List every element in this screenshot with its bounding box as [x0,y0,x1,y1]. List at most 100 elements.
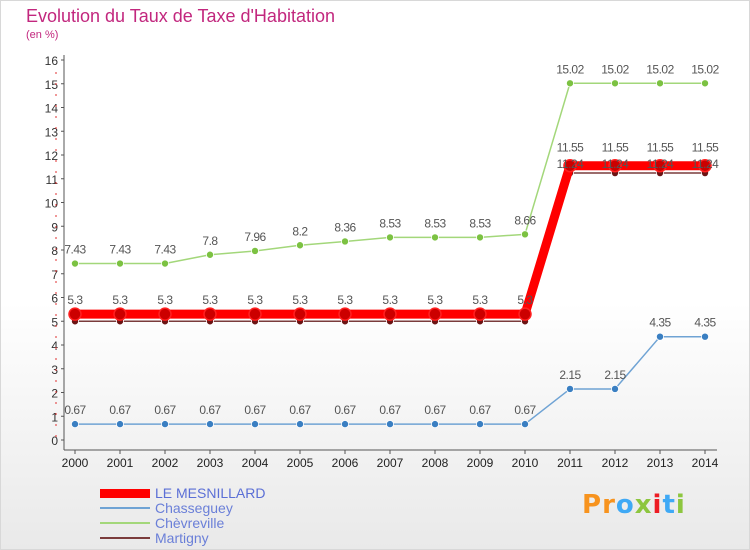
data-label: 11.24 [692,157,719,171]
data-label: 7.43 [109,243,131,257]
data-point [160,259,169,268]
data-point [205,250,214,259]
x-tick-label: 2014 [692,456,719,470]
data-label: 0.67 [424,403,446,417]
data-label: 5.3 [202,293,218,307]
logo-letter: o [615,490,635,520]
proxiti-logo: Proxiti [582,490,686,520]
data-label: 15.02 [646,62,674,76]
data-point [430,420,439,429]
data-point [473,307,487,321]
y-tick-label: 1 [51,410,58,424]
data-point [71,259,80,268]
data-point [521,230,530,239]
data-label: 5.3 [382,293,398,307]
data-point [383,307,397,321]
legend-swatch [100,488,150,498]
data-point [521,420,530,429]
data-label: 15.02 [601,62,629,76]
x-tick-label: 2009 [467,456,494,470]
data-point [698,158,712,173]
data-point [428,307,442,321]
data-point [205,420,214,429]
data-label: 5.3 [472,293,488,307]
data-label: 0.67 [199,403,221,417]
y-tick-label: 2 [51,387,58,401]
data-label: 4.35 [694,316,716,330]
data-label: 11.24 [602,157,629,171]
data-point [248,307,262,321]
x-tick-label: 2002 [152,456,179,470]
y-tick-label: 6 [51,292,58,306]
data-point [338,307,352,321]
logo-letter: i [675,490,686,520]
x-tick-label: 2000 [62,456,89,470]
x-tick-label: 2007 [377,456,404,470]
legend-item: Chèvreville [100,515,360,531]
legend-label: LE MESNILLARD [155,485,266,501]
data-point [340,420,349,429]
y-tick-label: 12 [45,149,59,163]
data-label: 8.53 [469,216,491,230]
data-point [701,332,710,341]
data-point [203,307,217,321]
data-point [158,307,172,321]
logo-letter: r [602,490,616,520]
data-point [68,307,82,321]
data-point [295,241,304,250]
data-label: 5.3 [517,293,533,307]
data-label: 7.43 [154,243,176,257]
data-point [611,384,620,393]
x-tick-label: 2008 [422,456,449,470]
data-label: 4.35 [649,316,671,330]
data-point [611,79,620,88]
x-tick-label: 2011 [557,456,583,470]
data-point [475,420,484,429]
data-point [250,420,259,429]
y-tick-label: 16 [45,54,59,68]
data-point [518,307,532,321]
data-label: 15.02 [556,62,584,76]
data-point [71,420,80,429]
logo-letter: t [662,490,676,520]
data-point [566,384,575,393]
legend-swatch [100,537,150,539]
data-point [608,158,622,173]
legend-label: Martigny [155,530,209,546]
data-label: 7.96 [244,230,266,244]
data-label: 0.67 [469,403,491,417]
data-label: 5.3 [337,293,353,307]
data-point [385,420,394,429]
x-tick-label: 2004 [242,456,269,470]
logo-letter: x [634,490,653,520]
data-point [160,420,169,429]
data-label: 11.24 [557,157,584,171]
y-tick-label: 13 [45,125,59,139]
data-label: 5.3 [67,293,83,307]
data-label: 5.3 [247,293,263,307]
data-point [656,79,665,88]
data-point [295,420,304,429]
data-label: 11.55 [647,141,674,155]
data-point [563,158,577,173]
data-label: 0.67 [334,403,356,417]
data-point [430,233,439,242]
x-tick-label: 2012 [602,456,629,470]
x-tick-label: 2003 [197,456,224,470]
chart-title: Evolution du Taux de Taxe d'Habitation [26,6,335,26]
chart-unit-label: (en %) [26,29,59,41]
data-point [113,307,127,321]
data-label: 0.67 [514,403,536,417]
legend-item: Chasseguey [100,500,360,516]
data-label: 11.24 [647,157,674,171]
data-point [385,233,394,242]
data-point [116,259,125,268]
legend-item: Martigny [100,530,360,546]
legend-swatch [100,507,150,509]
data-label: 0.67 [289,403,311,417]
data-point [653,158,667,173]
data-point [250,246,259,255]
data-label: 8.53 [379,216,401,230]
x-tick-label: 2010 [512,456,539,470]
